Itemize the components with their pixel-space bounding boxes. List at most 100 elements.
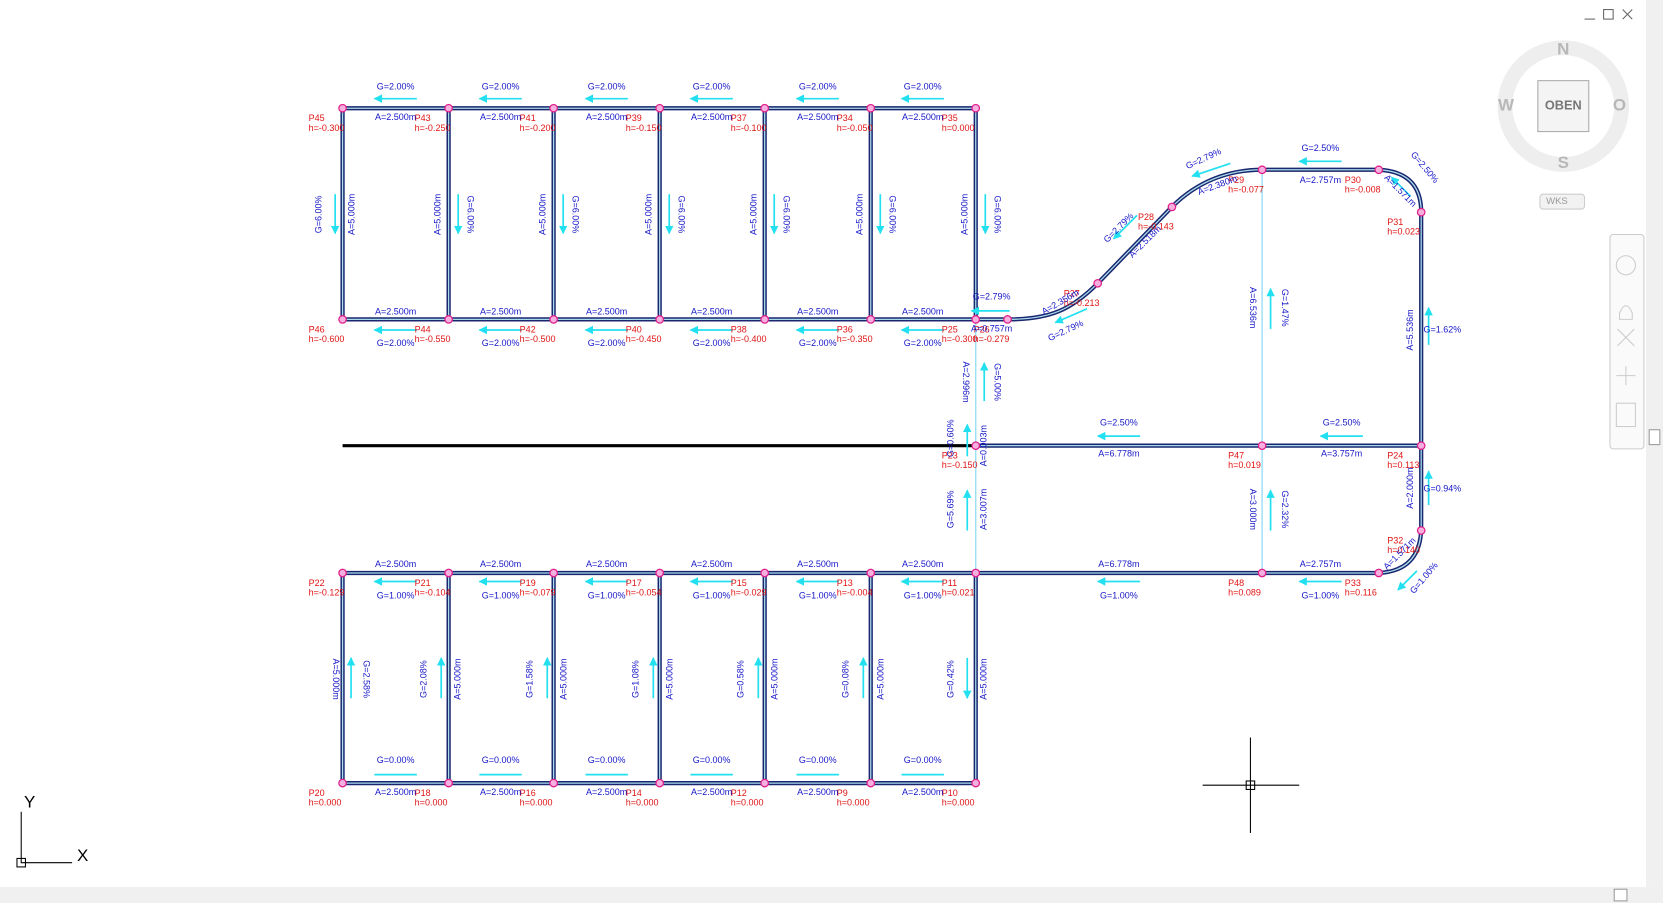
- point-name: P34: [837, 113, 853, 123]
- node: [971, 103, 981, 113]
- length-label: A=2.500m: [375, 787, 416, 797]
- nav-bar-frame: [1609, 233, 1645, 450]
- compass-ring: [1497, 40, 1630, 172]
- ucs-button[interactable]: [1539, 193, 1586, 210]
- grade-label: G=2.58%: [362, 660, 372, 698]
- point-height: h=-0.213: [1064, 298, 1100, 308]
- point-name: P31: [1387, 217, 1403, 227]
- close[interactable]: [1622, 9, 1633, 20]
- grade-label: G=2.00%: [377, 81, 415, 91]
- restore[interactable]: [1603, 9, 1614, 20]
- point-height: h=0.089: [1228, 588, 1261, 598]
- length-label: A=2.500m: [480, 306, 521, 316]
- point-name: P22: [309, 578, 325, 588]
- length-label: A=2.500m: [480, 559, 521, 569]
- length-label: A=2.500m: [691, 112, 732, 122]
- point-name: P47: [1228, 451, 1244, 461]
- length-label: A=6.778m: [1098, 449, 1139, 459]
- node: [1257, 568, 1267, 578]
- zoom[interactable]: [1617, 328, 1635, 347]
- point-height: h=0.000: [942, 123, 975, 133]
- point-height: h=-0.350: [837, 334, 873, 344]
- showmotion[interactable]: [1615, 402, 1636, 428]
- point-height: h=-0.100: [731, 123, 767, 133]
- point-name: P48: [1228, 578, 1244, 588]
- cube-face[interactable]: [1537, 80, 1590, 133]
- vertical-scroll-thumb[interactable]: [1648, 429, 1661, 446]
- point-name: P16: [520, 788, 536, 798]
- point-height: h=-0.079: [520, 588, 556, 598]
- grade-label: G=2.79%: [973, 291, 1011, 301]
- point-name: P36: [837, 324, 853, 334]
- length-label: A=5.000m: [855, 194, 865, 235]
- grade-label: G=1.62%: [1424, 324, 1462, 334]
- horizontal-scrollbar[interactable]: [0, 887, 1663, 903]
- ucs-x-label: X: [77, 846, 88, 865]
- ucs-icon: [16, 811, 73, 868]
- horizontal-scroll-thumb[interactable]: [1613, 888, 1628, 902]
- point-name: P46: [309, 324, 325, 334]
- compass-east[interactable]: O: [1613, 96, 1626, 115]
- point-name: P45: [309, 113, 325, 123]
- length-label: A=2.500m: [586, 559, 627, 569]
- length-label: A=2.500m: [691, 559, 732, 569]
- length-label: A=5.000m: [643, 194, 653, 235]
- compass-north[interactable]: N: [1557, 39, 1569, 58]
- point-name: P24: [1387, 451, 1403, 461]
- node: [1257, 165, 1267, 175]
- length-label: A=0.757m: [971, 323, 1012, 333]
- point-height: h=0.140: [1387, 545, 1420, 555]
- node: [338, 778, 347, 788]
- point-height: h=-0.600: [309, 334, 345, 344]
- orbit[interactable]: [1616, 366, 1636, 386]
- node: [444, 103, 453, 113]
- length-label: A=5.536m: [1405, 309, 1415, 350]
- point-name: P40: [626, 324, 642, 334]
- point-name: P11: [942, 578, 957, 588]
- point-name: P42: [520, 324, 536, 334]
- grade-label: G=1.00%: [693, 591, 731, 601]
- length-label: A=2.500m: [375, 559, 416, 569]
- node: [444, 315, 453, 324]
- grade-arrow: [1397, 570, 1418, 591]
- viewcube[interactable]: N W O S OBEN WKS: [1497, 39, 1630, 210]
- node: [444, 568, 453, 578]
- compass-west[interactable]: W: [1498, 96, 1514, 115]
- steering-wheel[interactable]: [1615, 255, 1636, 276]
- point-height: h=-0.400: [731, 334, 767, 344]
- length-label: A=2.500m: [480, 112, 521, 122]
- point-height: h=0.021: [942, 588, 975, 598]
- grade-label: G=1.00%: [799, 591, 837, 601]
- cube-face-label[interactable]: OBEN: [1545, 97, 1582, 112]
- grade-label: G=5.69%: [946, 490, 956, 528]
- length-label: A=1.571m: [1382, 172, 1418, 208]
- length-label: A=2.500m: [797, 112, 838, 122]
- grade-label: G=2.50%: [1302, 143, 1340, 153]
- grade-label: G=2.00%: [904, 338, 942, 348]
- length-label: A=2.500m: [480, 787, 521, 797]
- window-buttons[interactable]: [1584, 9, 1633, 20]
- node: [549, 103, 558, 113]
- length-label: A=5.000m: [979, 658, 989, 699]
- point-name: P19: [520, 578, 536, 588]
- compass-south[interactable]: S: [1558, 153, 1569, 172]
- point-height: h=-0.450: [626, 334, 662, 344]
- grade-label: G=2.00%: [588, 338, 626, 348]
- node: [866, 315, 876, 324]
- point-name: P17: [626, 578, 642, 588]
- pan[interactable]: [1618, 305, 1633, 320]
- length-label: A=5.000m: [559, 658, 569, 699]
- grade-label: G=0.60%: [946, 419, 956, 457]
- grade-label: G=1.58%: [525, 660, 535, 698]
- navigation-bar[interactable]: [1609, 233, 1645, 450]
- grade-label: G=2.50%: [1323, 418, 1361, 428]
- ucs-label[interactable]: WKS: [1546, 196, 1568, 207]
- point-name: P26: [974, 324, 990, 334]
- node: [338, 103, 347, 113]
- point-name: P25: [942, 324, 958, 334]
- length-label: A=0.003m: [979, 425, 989, 466]
- point-height: h=0.000: [309, 798, 342, 808]
- grade-label: G=2.79%: [1102, 211, 1136, 245]
- point-height: h=-0.143: [1138, 221, 1174, 231]
- length-label: A=2.500m: [691, 787, 732, 797]
